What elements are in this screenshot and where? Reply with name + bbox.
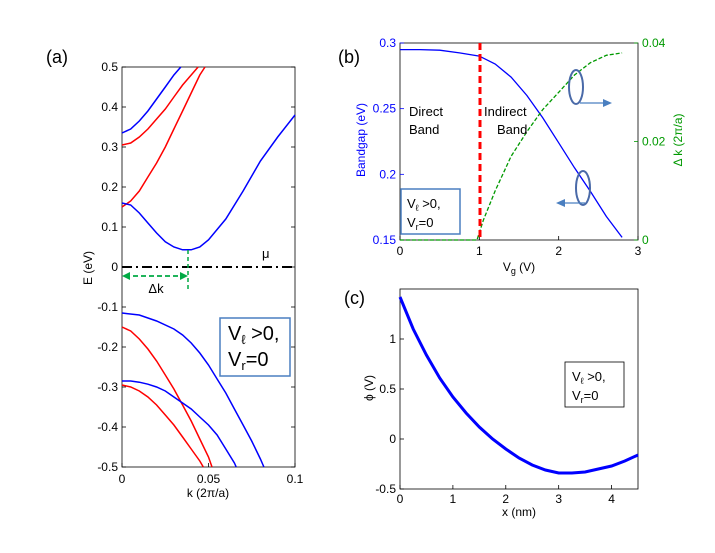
b-ytick-right-label: 0.02 <box>642 135 666 149</box>
a-ytick-label: 0.1 <box>101 220 118 234</box>
direct-label-line2: Band <box>409 122 439 137</box>
b-xtick-label: 0 <box>397 244 404 258</box>
panel-c-condition-line1: Vℓ >0, <box>572 369 606 386</box>
c-ytick-label: 0 <box>389 432 396 446</box>
a-ytick-label: -0.2 <box>97 340 118 354</box>
a-ytick-label: 0.2 <box>101 180 118 194</box>
c-xtick-label: 4 <box>608 492 615 506</box>
indirect-label-line2: Band <box>497 122 527 137</box>
b-ytick-left-label: 0.3 <box>379 36 396 50</box>
panel-a-condition-line1: Vℓ >0, <box>228 323 279 347</box>
c-series-phi <box>398 296 639 475</box>
panel-c-condition-line2: Vr=0 <box>572 388 599 405</box>
panel-c-ylabel: ϕ (V) <box>362 375 376 401</box>
panel-a-label: (a) <box>46 47 68 67</box>
direct-label-line1: Direct <box>409 104 443 119</box>
a-ytick-label: -0.4 <box>97 420 118 434</box>
panel-c-label: (c) <box>344 288 365 308</box>
panel-a-xlabel: k (2π/a) <box>187 486 229 500</box>
b-series-delta-k <box>400 52 623 241</box>
a-ytick-label: -0.5 <box>97 460 118 474</box>
panel-b: (b) 0 1 2 3 0.15 0.2 0.25 0.3 0 0.02 0.04 Direct B… <box>338 36 685 276</box>
indirect-label-line1: Indirect <box>484 104 527 119</box>
a-ytick-label: 0 <box>111 260 118 274</box>
delta-k-curve-marker <box>568 69 584 105</box>
a-xtick-label: 0 <box>119 472 126 486</box>
panel-b-xlabel: Vg (V) <box>503 260 535 276</box>
b-xtick-label: 2 <box>555 244 562 258</box>
delta-k-axis-arrowhead <box>603 99 612 107</box>
panel-b-ylabel-right: Δ k (2π/a) <box>671 114 685 167</box>
a-ytick-label: -0.1 <box>97 300 118 314</box>
c-xtick-label: 0 <box>397 492 404 506</box>
a-ytick-label: 0.3 <box>101 140 118 154</box>
b-ytick-right-label: 0.04 <box>642 36 666 50</box>
panel-b-label: (b) <box>338 47 360 67</box>
a-series-blue-conduction-upper <box>121 66 182 134</box>
delta-k-label: Δk <box>148 281 164 296</box>
b-ytick-left-label: 0.15 <box>373 233 397 247</box>
bandgap-curve-marker <box>575 170 591 206</box>
a-series-blue-valence-upper <box>121 312 265 468</box>
a-series-red-conduction-upper <box>121 66 199 146</box>
c-xtick-label: 2 <box>502 492 509 506</box>
b-ytick-left-label: 0.25 <box>373 102 397 116</box>
panel-a-ylabel: E (eV) <box>81 251 95 285</box>
a-ytick-label: 0.4 <box>101 100 118 114</box>
b-ytick-right-label: 0 <box>642 233 649 247</box>
panel-a-condition-line2: Vr=0 <box>228 349 269 373</box>
c-ytick-label: 0.5 <box>379 382 396 396</box>
delta-k-arrowhead-right <box>180 272 188 280</box>
panel-c: (c) 0 1 2 3 4-0.500.51 Vℓ >0, Vr=0 x (nm) ϕ … <box>344 288 639 519</box>
panel-b-condition-box <box>400 188 461 235</box>
panel-b-condition-line2: Vr=0 <box>407 215 434 232</box>
b-series-bandgap <box>400 48 623 238</box>
delta-k-arrowhead-left <box>122 272 130 280</box>
panel-b-ylabel-left: Bandgap (eV) <box>354 103 368 177</box>
a-series-blue-conduction-lower <box>121 114 296 251</box>
a-series-red-valence-lower <box>121 384 204 468</box>
a-ytick-label: 0.5 <box>101 60 118 74</box>
c-ytick-label: -0.5 <box>375 482 396 496</box>
mu-label: μ <box>262 246 270 261</box>
a-series-red-valence-upper <box>121 326 213 468</box>
b-xtick-label: 1 <box>476 244 483 258</box>
panel-b-condition-line1: Vℓ >0, <box>407 196 441 213</box>
b-ytick-left-label: 0.2 <box>379 167 396 181</box>
panel-a-condition-box <box>219 317 291 377</box>
bandgap-axis-arrowhead <box>556 199 565 207</box>
panel-a: (a) 0 0.05 0.1 -0.5 -0.4 -0.3 -0.2 -0.1 0 0.1 0.2 0… <box>46 47 304 500</box>
a-ytick-label: -0.3 <box>97 380 118 394</box>
a-xtick-label: 0.1 <box>287 472 304 486</box>
a-xtick-label: 0.05 <box>197 472 221 486</box>
b-xtick-label: 3 <box>635 244 642 258</box>
c-ytick-label: 1 <box>389 332 396 346</box>
panel-c-xlabel: x (nm) <box>502 505 536 519</box>
c-xtick-label: 3 <box>555 492 562 506</box>
a-series-blue-valence-lower <box>122 380 237 468</box>
panel-c-condition-box <box>564 361 625 408</box>
a-series-red-conduction-lower <box>121 66 206 208</box>
c-xtick-label: 1 <box>450 492 457 506</box>
